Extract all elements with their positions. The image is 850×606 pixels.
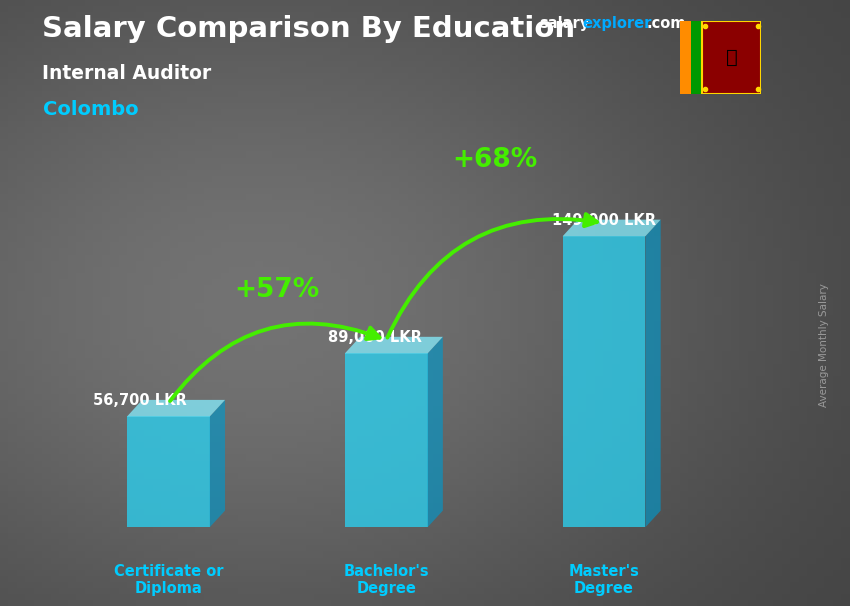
Polygon shape	[127, 416, 210, 527]
Bar	[680, 21, 691, 94]
Text: 89,000 LKR: 89,000 LKR	[328, 330, 422, 345]
Text: 56,700 LKR: 56,700 LKR	[94, 393, 187, 408]
Text: Salary Comparison By Education: Salary Comparison By Education	[42, 15, 575, 43]
Text: 🦁: 🦁	[726, 48, 737, 67]
Text: 149,000 LKR: 149,000 LKR	[552, 213, 656, 228]
Text: +57%: +57%	[235, 278, 320, 304]
Text: explorer: explorer	[582, 16, 652, 32]
Text: +68%: +68%	[452, 147, 538, 173]
Bar	[702, 21, 761, 94]
Text: Bachelor's
Degree: Bachelor's Degree	[343, 564, 429, 596]
Polygon shape	[127, 400, 225, 416]
Text: Certificate or
Diploma: Certificate or Diploma	[114, 564, 224, 596]
Text: Colombo: Colombo	[42, 100, 138, 119]
Text: Average Monthly Salary: Average Monthly Salary	[819, 284, 829, 407]
Bar	[691, 21, 702, 94]
Text: .com: .com	[646, 16, 685, 32]
Polygon shape	[345, 353, 428, 527]
Text: salary: salary	[540, 16, 590, 32]
Polygon shape	[428, 337, 443, 527]
Polygon shape	[563, 236, 645, 527]
Polygon shape	[345, 337, 443, 353]
Polygon shape	[563, 219, 660, 236]
Polygon shape	[645, 219, 660, 527]
Polygon shape	[210, 400, 225, 527]
Text: Master's
Degree: Master's Degree	[569, 564, 639, 596]
Text: Internal Auditor: Internal Auditor	[42, 64, 212, 82]
Bar	[702, 21, 761, 94]
